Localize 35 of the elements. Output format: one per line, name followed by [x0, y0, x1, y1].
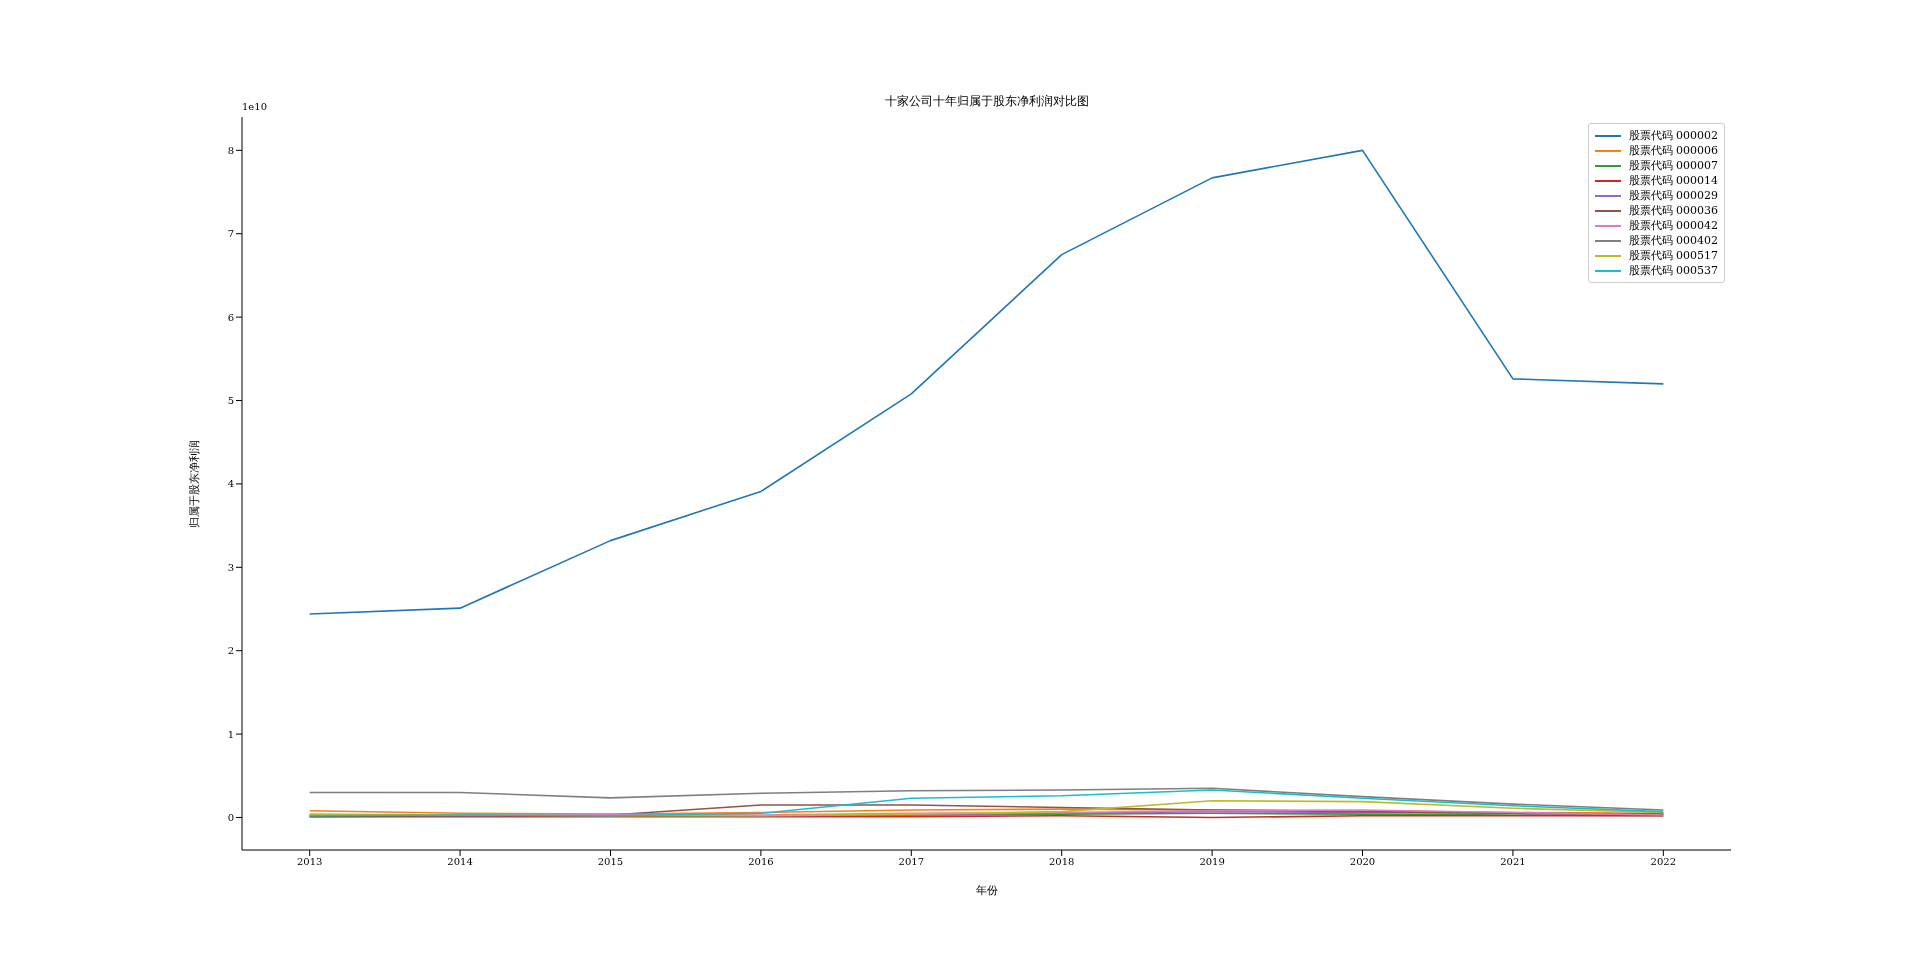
x-tick-label: 2018 [1048, 856, 1075, 868]
y-tick-label: 7 [227, 228, 234, 240]
x-axis-title: 年份 [975, 884, 998, 897]
x-tick-label: 2022 [1650, 856, 1677, 868]
chart-title: 十家公司十年归属于股东净利润对比图 [884, 94, 1089, 108]
y-axis-title: 归属于股东净利润 [187, 439, 201, 528]
x-tick-label: 2015 [597, 856, 624, 868]
legend-label: 股票代码 000537 [1628, 263, 1718, 278]
x-tick-label: 2020 [1349, 856, 1376, 868]
y-tick-label: 4 [227, 478, 234, 490]
y-tick-label: 5 [227, 395, 234, 407]
line-series [308, 787, 1665, 811]
x-tick-label: 2021 [1500, 856, 1526, 868]
legend-label: 股票代码 000006 [1628, 143, 1718, 158]
legend-label: 股票代码 000042 [1628, 218, 1718, 233]
x-tick-label: 2014 [447, 856, 473, 868]
legend-label: 股票代码 000036 [1628, 203, 1718, 218]
legend-label: 股票代码 000402 [1628, 233, 1718, 248]
legend-label: 股票代码 000002 [1628, 128, 1718, 143]
y-tick-label: 1 [227, 728, 234, 740]
legend-label: 股票代码 000517 [1628, 248, 1718, 263]
y-tick-label: 3 [227, 561, 234, 573]
x-tick-label: 2017 [898, 856, 925, 868]
y-tick-label: 6 [227, 311, 234, 323]
x-tick-label: 2016 [748, 856, 774, 868]
y-tick-label: 8 [227, 144, 234, 156]
text: 1e10 [242, 101, 268, 112]
x-tick-label: 2013 [296, 856, 323, 868]
y-tick-label: 0 [227, 812, 234, 824]
x-tick-label: 2019 [1199, 856, 1225, 868]
legend-label: 股票代码 000014 [1628, 173, 1718, 188]
y-tick-label: 2 [227, 645, 234, 657]
line-series [308, 789, 1665, 817]
legend-label: 股票代码 000029 [1628, 188, 1718, 203]
legend-label: 股票代码 000007 [1628, 158, 1718, 173]
